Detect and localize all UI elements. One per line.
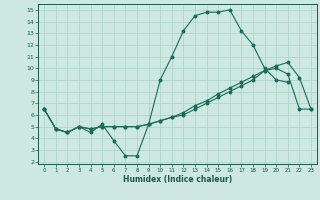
- X-axis label: Humidex (Indice chaleur): Humidex (Indice chaleur): [123, 175, 232, 184]
